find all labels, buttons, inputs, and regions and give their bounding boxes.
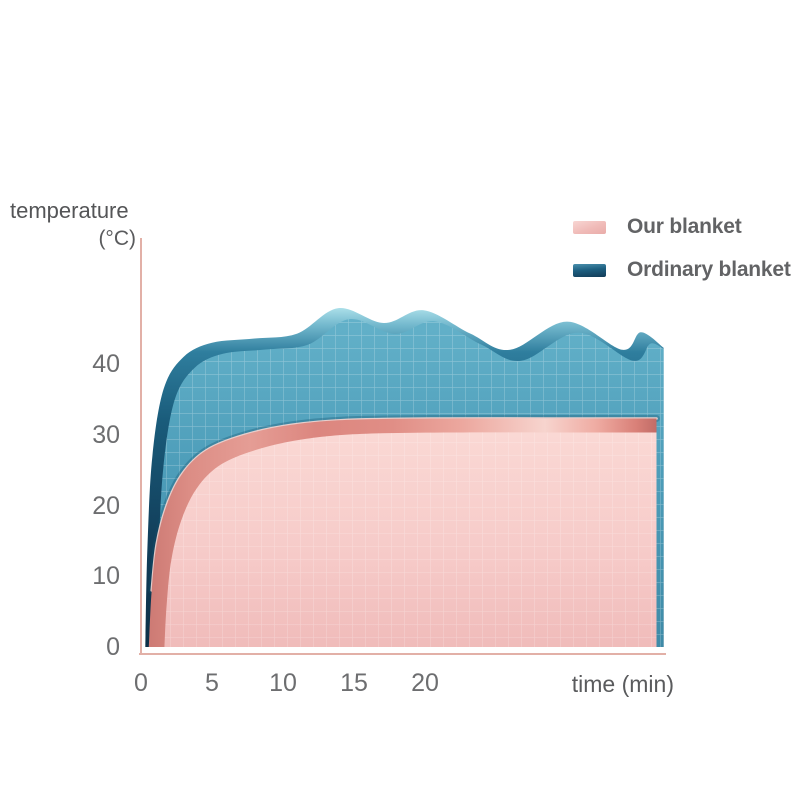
area-our-blanket-surface [163, 432, 657, 647]
our-blanket-swatch [573, 220, 606, 234]
y-tick-30: 30 [92, 420, 120, 449]
x-tick-5: 5 [205, 669, 219, 697]
legend-item-ordinary-blanket: Ordinary blanket [573, 257, 791, 283]
legend-label-our-blanket: Our blanket [627, 215, 742, 238]
area-our-blanket-grid [163, 432, 657, 647]
y-axis-unit: (°C) [98, 227, 136, 250]
legend-label-ordinary-blanket: Ordinary blanket [627, 258, 791, 281]
x-tick-20: 20 [411, 669, 439, 697]
ordinary-blanket-swatch [573, 263, 606, 277]
legend-item-our-blanket: Our blanket [573, 214, 791, 240]
y-axis-title-text: temperature [10, 198, 129, 223]
legend: Our blanket Ordinary blanket [573, 214, 791, 300]
y-axis-title: temperature (°C) [10, 198, 136, 251]
x-tick-15: 15 [340, 669, 368, 697]
y-tick-10: 10 [92, 562, 120, 591]
x-tick-0: 0 [134, 669, 148, 697]
x-axis-label: time (min) [571, 671, 674, 697]
y-tick-40: 40 [92, 350, 120, 378]
y-tick-0: 0 [106, 633, 120, 661]
y-tick-20: 20 [92, 491, 120, 520]
x-tick-10: 10 [269, 669, 297, 697]
